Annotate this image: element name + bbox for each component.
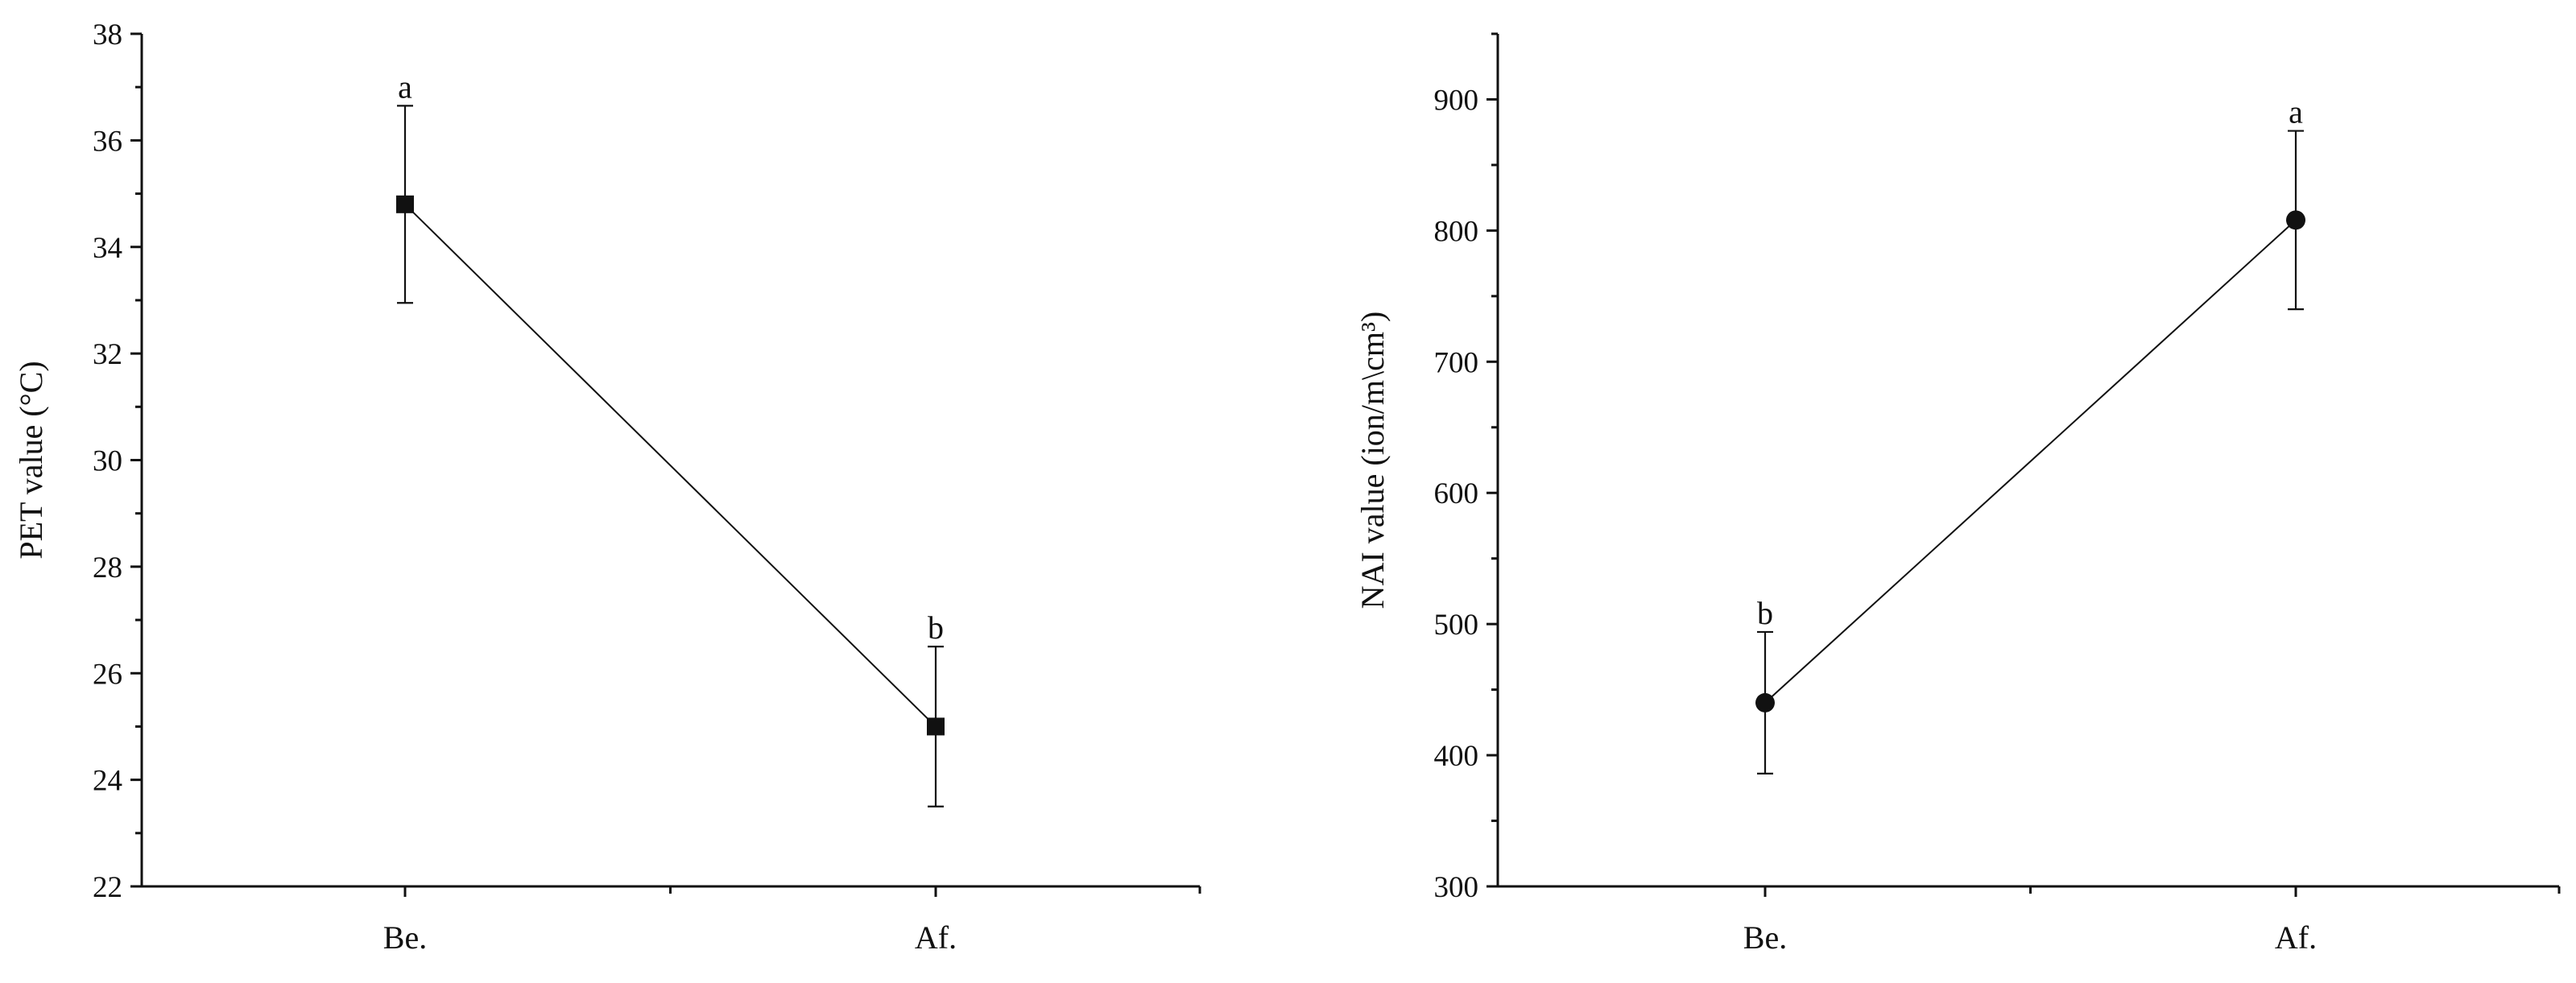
x-tick-label: Af. bbox=[915, 919, 957, 956]
y-tick-label: 26 bbox=[93, 658, 122, 691]
x-tick-label: Af. bbox=[2275, 919, 2317, 956]
y-tick-label: 24 bbox=[93, 765, 122, 798]
chart-panel-2: 300 400 500 600 700 800 900 Be. Af. NAI value (io… bbox=[1354, 32, 2561, 956]
series-line bbox=[1764, 219, 2297, 704]
x-tick-label: Be. bbox=[1743, 919, 1787, 956]
y-tick-label: 600 bbox=[1434, 477, 1479, 510]
data-point-square bbox=[927, 717, 945, 736]
series-line bbox=[404, 204, 937, 728]
x-tick-label: Be. bbox=[383, 919, 427, 956]
y-tick-label: 30 bbox=[93, 445, 122, 478]
chart-panel-1: 22 24 26 28 30 32 34 36 38 Be. Af. PET value (°C) a b bbox=[13, 19, 1201, 956]
significance-letter: a bbox=[2289, 94, 2303, 130]
y-tick-label: 700 bbox=[1434, 346, 1479, 379]
y-tick-label: 36 bbox=[93, 125, 122, 158]
y-tick-label: 800 bbox=[1434, 215, 1479, 248]
y-axis-title: NAI value (ion/m\cm³) bbox=[1354, 312, 1391, 609]
y-tick-label: 28 bbox=[93, 551, 122, 584]
data-point-circle bbox=[2286, 210, 2305, 230]
y-axis-title: PET value (°C) bbox=[13, 361, 49, 559]
y-tick-label: 34 bbox=[93, 232, 122, 265]
significance-letter: b bbox=[1757, 595, 1773, 631]
y-tick-label: 32 bbox=[93, 338, 122, 371]
significance-letter: b bbox=[928, 609, 944, 646]
data-point-square bbox=[396, 195, 414, 213]
y-tick-label: 38 bbox=[93, 19, 122, 52]
y-tick-label: 500 bbox=[1434, 609, 1479, 642]
significance-letter: a bbox=[398, 68, 412, 105]
y-tick-label: 22 bbox=[93, 871, 122, 904]
y-tick-label: 300 bbox=[1434, 871, 1479, 904]
y-tick-label: 900 bbox=[1434, 84, 1479, 117]
y-tick-label: 400 bbox=[1434, 740, 1479, 773]
data-point-circle bbox=[1755, 692, 1775, 712]
